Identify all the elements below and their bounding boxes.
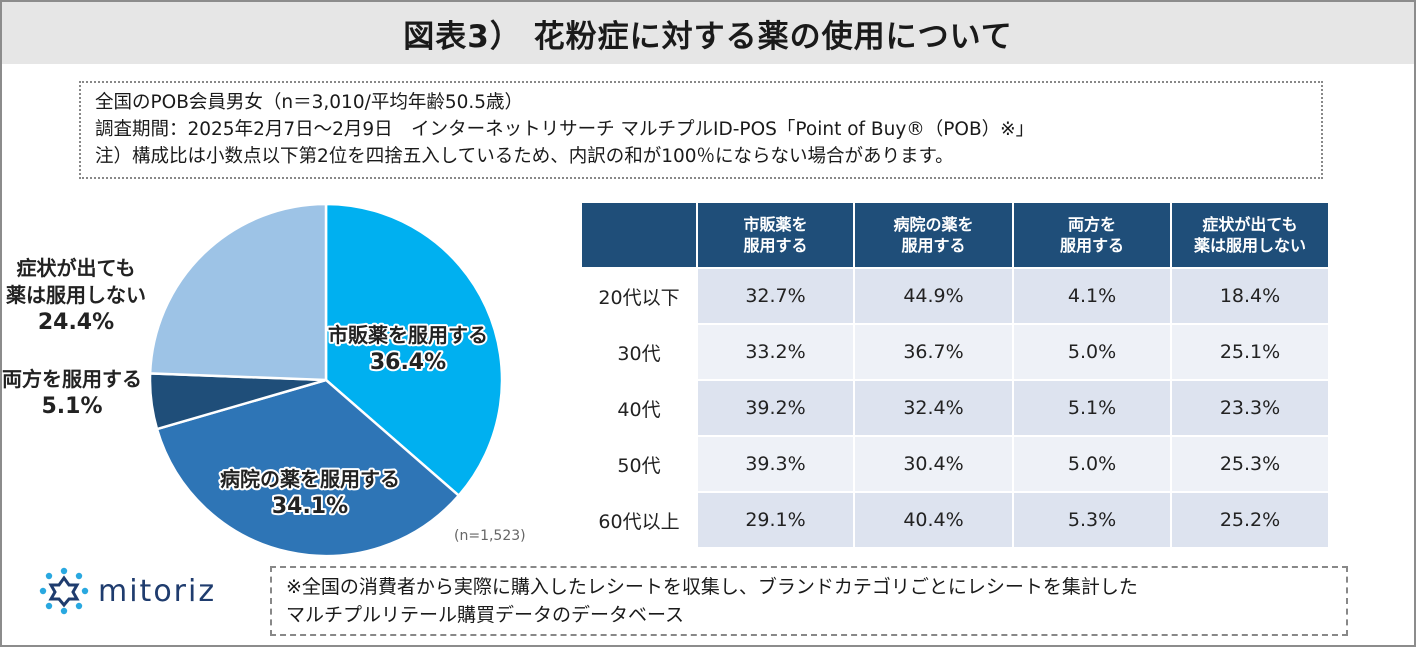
note-line-rounding: 注）構成比は小数点以下第2位を四捨五入しているため、内訳の和が100％にならない… <box>95 146 954 167</box>
col-header-text: 薬は服用しない <box>1193 236 1306 255</box>
table-cell-value: 5.1% <box>1014 381 1170 435</box>
table-cell-value: 33.2% <box>698 325 853 379</box>
table-row: 20代以下 32.7% 44.9% 4.1% 18.4% <box>582 269 1328 323</box>
mitoriz-logo-text: mitoriz <box>98 573 217 609</box>
title-bar: 図表3） 花粉症に対する薬の使用について <box>2 2 1414 64</box>
pie-label-none: 症状が出ても薬は服用しない 24.4% <box>6 256 146 335</box>
col-header-text: 服用する <box>743 236 808 255</box>
mitoriz-logo: mitoriz <box>38 566 258 616</box>
table-cell-value: 18.4% <box>1172 269 1328 323</box>
table-cell-value: 39.2% <box>698 381 853 435</box>
pie-slice-none <box>148 202 328 382</box>
table-cell-value: 5.3% <box>1014 493 1170 547</box>
table-row: 40代 39.2% 32.4% 5.1% 23.3% <box>582 381 1328 435</box>
col-header-text: 服用する <box>1059 236 1124 255</box>
table-cell-value: 30.4% <box>855 437 1012 491</box>
table-cell-value: 25.3% <box>1172 437 1328 491</box>
table-cell-value: 25.2% <box>1172 493 1328 547</box>
table-row: 30代 33.2% 36.7% 5.0% 25.1% <box>582 325 1328 379</box>
table-cell-value: 5.0% <box>1014 325 1170 379</box>
table-cell-value: 39.3% <box>698 437 853 491</box>
pie-label-both: 両方を服用する 5.1% <box>2 367 142 419</box>
col-header-both: 両方を 服用する <box>1014 203 1170 267</box>
pie-label-prescription: 病院の薬を服用する 34.1% <box>220 467 400 519</box>
footnote-line-2: マルチプルリテール購買データのデータベース <box>286 604 685 626</box>
note-line-panel: 全国のPOB会員男女（n＝3,010/平均年齢50.5歳） <box>95 92 524 113</box>
table-cell-value: 4.1% <box>1014 269 1170 323</box>
table-row: 50代 39.3% 30.4% 5.0% 25.3% <box>582 437 1328 491</box>
table-cell-value: 44.9% <box>855 269 1012 323</box>
col-header-otc: 市販薬を 服用する <box>698 203 853 267</box>
table-corner-cell <box>582 203 696 267</box>
col-header-text: 市販薬を <box>743 215 808 234</box>
col-header-text: 症状が出ても <box>1202 215 1298 234</box>
mitoriz-logo-icon <box>39 567 89 615</box>
pie-chart-svg: 市販薬を服用する 36.4% 病院の薬を服用する 34.1% 両方を服用する 5.1% 症状… <box>0 202 504 558</box>
sample-size-label: (n=1,523) <box>454 528 526 544</box>
table-row: 60代以上 29.1% 40.4% 5.3% 25.2% <box>582 493 1328 547</box>
usage-by-age-table: 市販薬を服用する 病院の薬を服用する 両方を服用する 症状が出ても 薬は服用しない… <box>580 201 1330 549</box>
table-cell-value: 29.1% <box>698 493 853 547</box>
figure-title: 図表3） 花粉症に対する薬の使用について <box>403 18 1013 55</box>
table-cell-value: 36.7% <box>855 325 1012 379</box>
table-header-row: 市販薬を服用する 病院の薬を服用する 両方を服用する 症状が出ても 薬は服用しない <box>582 203 1328 267</box>
table-cell-value: 25.1% <box>1172 325 1328 379</box>
pie-chart: 市販薬を服用する 36.4% 病院の薬を服用する 34.1% 両方を服用する 5.1% 症状… <box>0 192 562 562</box>
survey-note-box: 全国のPOB会員男女（n＝3,010/平均年齢50.5歳） 調査期間：2025年… <box>79 81 1323 179</box>
table-cell-value: 5.0% <box>1014 437 1170 491</box>
pie-slice-prescription <box>155 378 461 558</box>
row-label-age-group: 50代 <box>582 437 696 491</box>
footnote-box: ※全国の消費者から実際に購入したレシートを収集し、ブランドカテゴリごとにレシート… <box>270 566 1348 636</box>
col-header-text: 病院の薬を <box>893 215 974 234</box>
table-cell-value: 32.4% <box>855 381 1012 435</box>
table-cell-value: 32.7% <box>698 269 853 323</box>
note-line-period: 調査期間：2025年2月7日～2月9日 インターネットリサーチ マルチプルID-… <box>95 119 1035 140</box>
col-header-prescription: 病院の薬を 服用する <box>855 203 1012 267</box>
table-cell-value: 23.3% <box>1172 381 1328 435</box>
col-header-text: 両方を <box>1067 215 1116 234</box>
row-label-age-group: 40代 <box>582 381 696 435</box>
row-label-age-group: 20代以下 <box>582 269 696 323</box>
row-label-age-group: 30代 <box>582 325 696 379</box>
col-header-none: 症状が出ても 薬は服用しない <box>1172 203 1328 267</box>
row-label-age-group: 60代以上 <box>582 493 696 547</box>
pie-slice-otc <box>324 202 504 498</box>
col-header-text: 服用する <box>901 236 966 255</box>
pie-label-otc: 市販薬を服用する 36.4% <box>328 323 488 375</box>
footnote-line-1: ※全国の消費者から実際に購入したレシートを収集し、ブランドカテゴリごとにレシート… <box>286 576 1138 598</box>
table-cell-value: 40.4% <box>855 493 1012 547</box>
